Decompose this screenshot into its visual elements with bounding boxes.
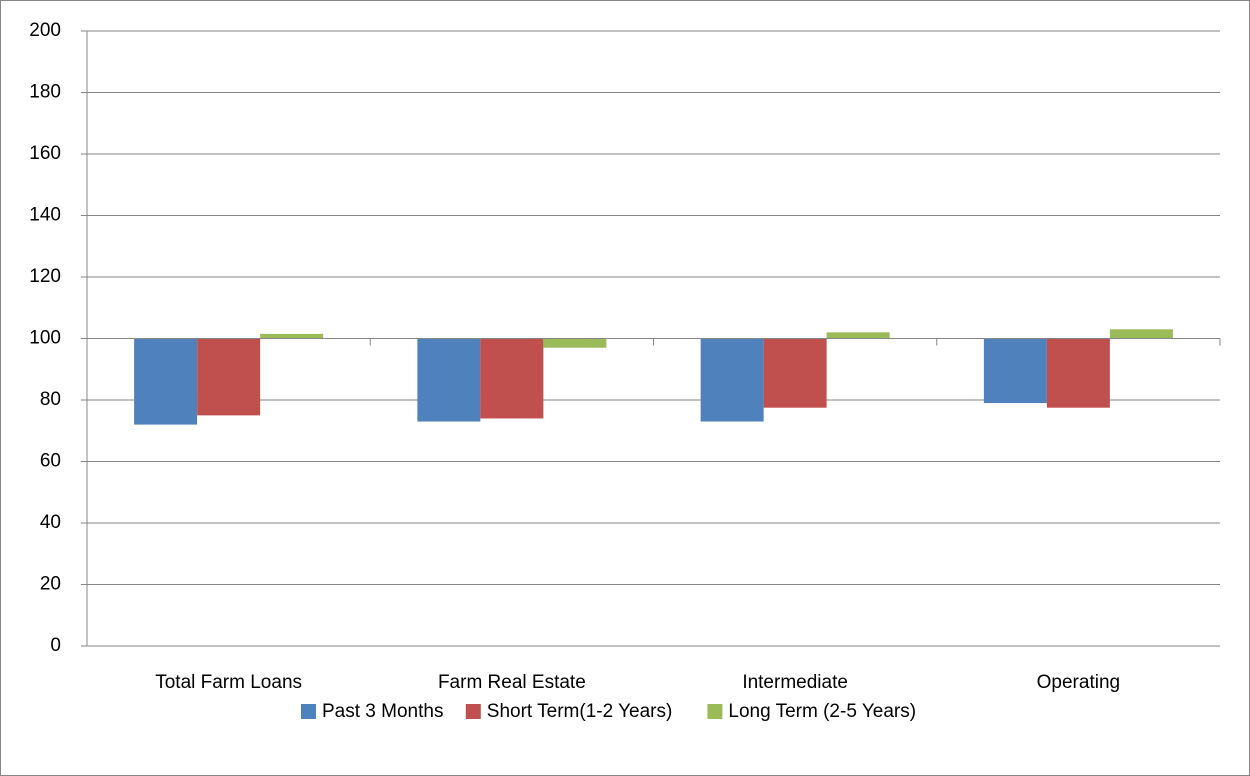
legend-swatch [465, 704, 481, 719]
bar [1046, 338, 1110, 408]
y-tick-label: 180 [29, 82, 61, 103]
x-tick-label: Intermediate [742, 672, 848, 693]
y-tick-label: 160 [29, 143, 61, 164]
legend-swatch [301, 704, 316, 719]
y-tick-label: 0 [50, 635, 61, 656]
y-tick-label: 120 [29, 266, 61, 287]
y-tick-label: 40 [40, 512, 61, 533]
y-tick-label: 140 [29, 205, 61, 226]
legend-swatch [707, 704, 723, 719]
bar [260, 333, 324, 339]
legend-label: Short Term(1-2 Years) [487, 701, 673, 722]
bar [1109, 329, 1173, 339]
y-tick-label: 100 [29, 328, 61, 349]
x-tick-label: Operating [1037, 672, 1120, 693]
bar [983, 338, 1047, 404]
bar [826, 332, 890, 339]
bar [134, 338, 198, 425]
x-tick-label: Total Farm Loans [155, 672, 302, 693]
y-tick-label: 80 [40, 389, 61, 410]
legend-label: Past 3 Months [322, 701, 443, 722]
bar [700, 338, 764, 422]
y-tick-label: 200 [29, 20, 61, 41]
bar [480, 338, 544, 419]
bar [417, 338, 481, 422]
bar [543, 338, 607, 348]
bar [763, 338, 827, 408]
legend-label: Long Term (2-5 Years) [728, 701, 916, 722]
y-tick-label: 60 [40, 451, 61, 472]
y-tick-label: 20 [40, 574, 61, 595]
x-tick-label: Farm Real Estate [438, 672, 586, 693]
bar [197, 338, 261, 416]
